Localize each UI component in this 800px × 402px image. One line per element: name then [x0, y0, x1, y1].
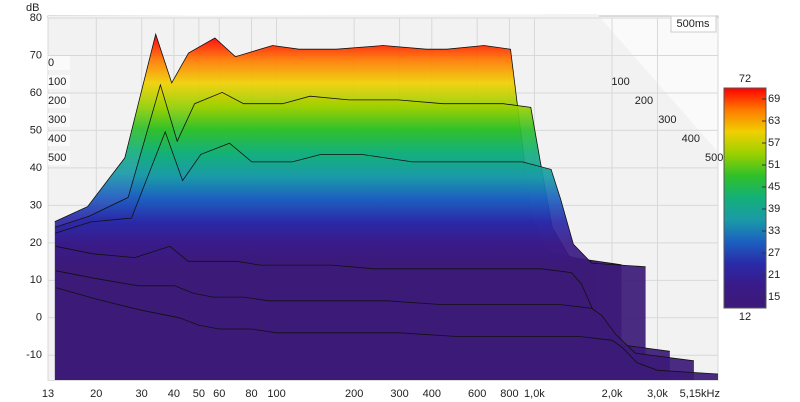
slice-edge [55, 245, 670, 352]
x-tick-label: 20 [90, 388, 102, 400]
time-tick-label-right: 400 [682, 133, 700, 145]
time-tick-label-left: 200 [48, 95, 66, 107]
x-tick-label: 600 [468, 388, 486, 400]
time-tick-label-left: 500 [48, 152, 66, 164]
x-tick-label: 5,15kHz [680, 388, 720, 400]
colorbar-tick-label: 15 [768, 291, 780, 303]
x-tick-label: 3,0k [647, 388, 668, 400]
colorbar-tick-label: 45 [768, 181, 780, 193]
time-label-bg [48, 94, 70, 108]
time-tick-label-left: 300 [48, 114, 66, 126]
x-tick-label: 40 [168, 388, 180, 400]
colorbar-tick-label: 21 [768, 269, 780, 281]
colorbar-tick-label: 51 [768, 159, 780, 171]
time-label: 500ms [676, 18, 710, 30]
x-tick-label: 400 [423, 388, 441, 400]
colorbar-tick-label: 57 [768, 137, 780, 149]
x-tick-label: 13 [42, 388, 54, 400]
slice-edge [54, 83, 622, 266]
time-label-bg [48, 151, 70, 165]
x-tick-label: 60 [213, 388, 225, 400]
x-tick-label: 800 [500, 388, 518, 400]
time-label-bg [48, 132, 70, 146]
y-tick-label: -10 [26, 349, 42, 361]
x-tick-label: 2,0k [602, 388, 623, 400]
colorbar-tick-label: 63 [768, 115, 780, 127]
y-tick-label: 70 [30, 49, 42, 61]
time-tick-label-right: 100 [611, 76, 629, 88]
y-tick-label: 30 [30, 199, 42, 211]
slice-edge [55, 130, 646, 268]
y-tick-label: 40 [30, 162, 42, 174]
colorbar-tick-label: 69 [768, 93, 780, 105]
time-label-bg [48, 75, 70, 89]
colorbar-tick-label: 39 [768, 203, 780, 215]
y-tick-label: 0 [36, 312, 42, 324]
y-tick-label: 20 [30, 237, 42, 249]
x-tick-label: 1,0k [524, 388, 545, 400]
colorbar-tick-label: 72 [739, 73, 751, 85]
colorbar-tick-label: 27 [768, 247, 780, 259]
colorbar-tick-label: 33 [768, 225, 780, 237]
time-tick-label-right: 300 [658, 114, 676, 126]
x-tick-label: 300 [390, 388, 408, 400]
x-tick-label: 200 [345, 388, 363, 400]
x-tick-label: 80 [245, 388, 257, 400]
x-tick-label: 100 [267, 388, 285, 400]
time-tick-label-right: 200 [635, 95, 653, 107]
time-label-bg [48, 113, 70, 127]
y-tick-label: 10 [30, 274, 42, 286]
y-tick-label: 60 [30, 87, 42, 99]
slice-edge [55, 270, 694, 362]
slice-edge [56, 287, 718, 375]
time-tick-label-left: 400 [48, 133, 66, 145]
time-tick-label-right: 500 [705, 152, 723, 164]
y-axis-title: dB [26, 2, 39, 14]
colorbar [723, 87, 767, 309]
slices [54, 32, 718, 380]
time-tick-label-left: 0 [48, 57, 54, 69]
time-box [670, 15, 717, 33]
y-tick-label: 50 [30, 124, 42, 136]
time-label-bg [48, 56, 70, 70]
colorbar-tick-label: 12 [739, 311, 751, 323]
x-tick-label: 50 [193, 388, 205, 400]
y-tick-label: 80 [30, 12, 42, 24]
slice [56, 287, 718, 380]
x-tick-label: 30 [136, 388, 148, 400]
time-tick-label-left: 100 [48, 76, 66, 88]
